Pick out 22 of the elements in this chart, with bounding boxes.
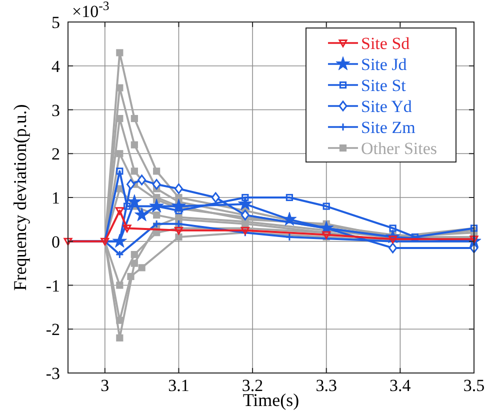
y-tick-label: 5 (52, 13, 60, 32)
x-tick-label: 3.5 (463, 376, 485, 395)
y-tick-label: 1 (52, 188, 60, 208)
legend-label: Site Jd (361, 55, 408, 74)
legend-label: Site Zm (361, 118, 416, 137)
y-tick-label: 2 (52, 144, 60, 164)
x-tick-label: 3.1 (168, 376, 190, 395)
y-tick-label: -2 (46, 320, 60, 340)
y-tick-label: 0 (52, 232, 60, 252)
x-tick-label: 3 (100, 376, 110, 395)
y-tick-label: -3 (46, 364, 60, 383)
y-tick-label: 4 (52, 56, 60, 76)
legend-label: Site St (361, 76, 406, 95)
y-tick-label: -1 (46, 276, 60, 296)
x-tick-label: 3.4 (390, 376, 412, 395)
legend-label: Other Sites (361, 139, 438, 158)
y-axis-title: Frequency deviation(p.u.) (10, 104, 30, 291)
legend-label: Site Sd (361, 34, 410, 53)
y-tick-label: 3 (52, 100, 60, 120)
x-tick-label: 3.3 (316, 376, 337, 395)
legend-label: Site Yd (361, 97, 412, 116)
text: ×10$^{-3}$ (72, 0, 110, 21)
